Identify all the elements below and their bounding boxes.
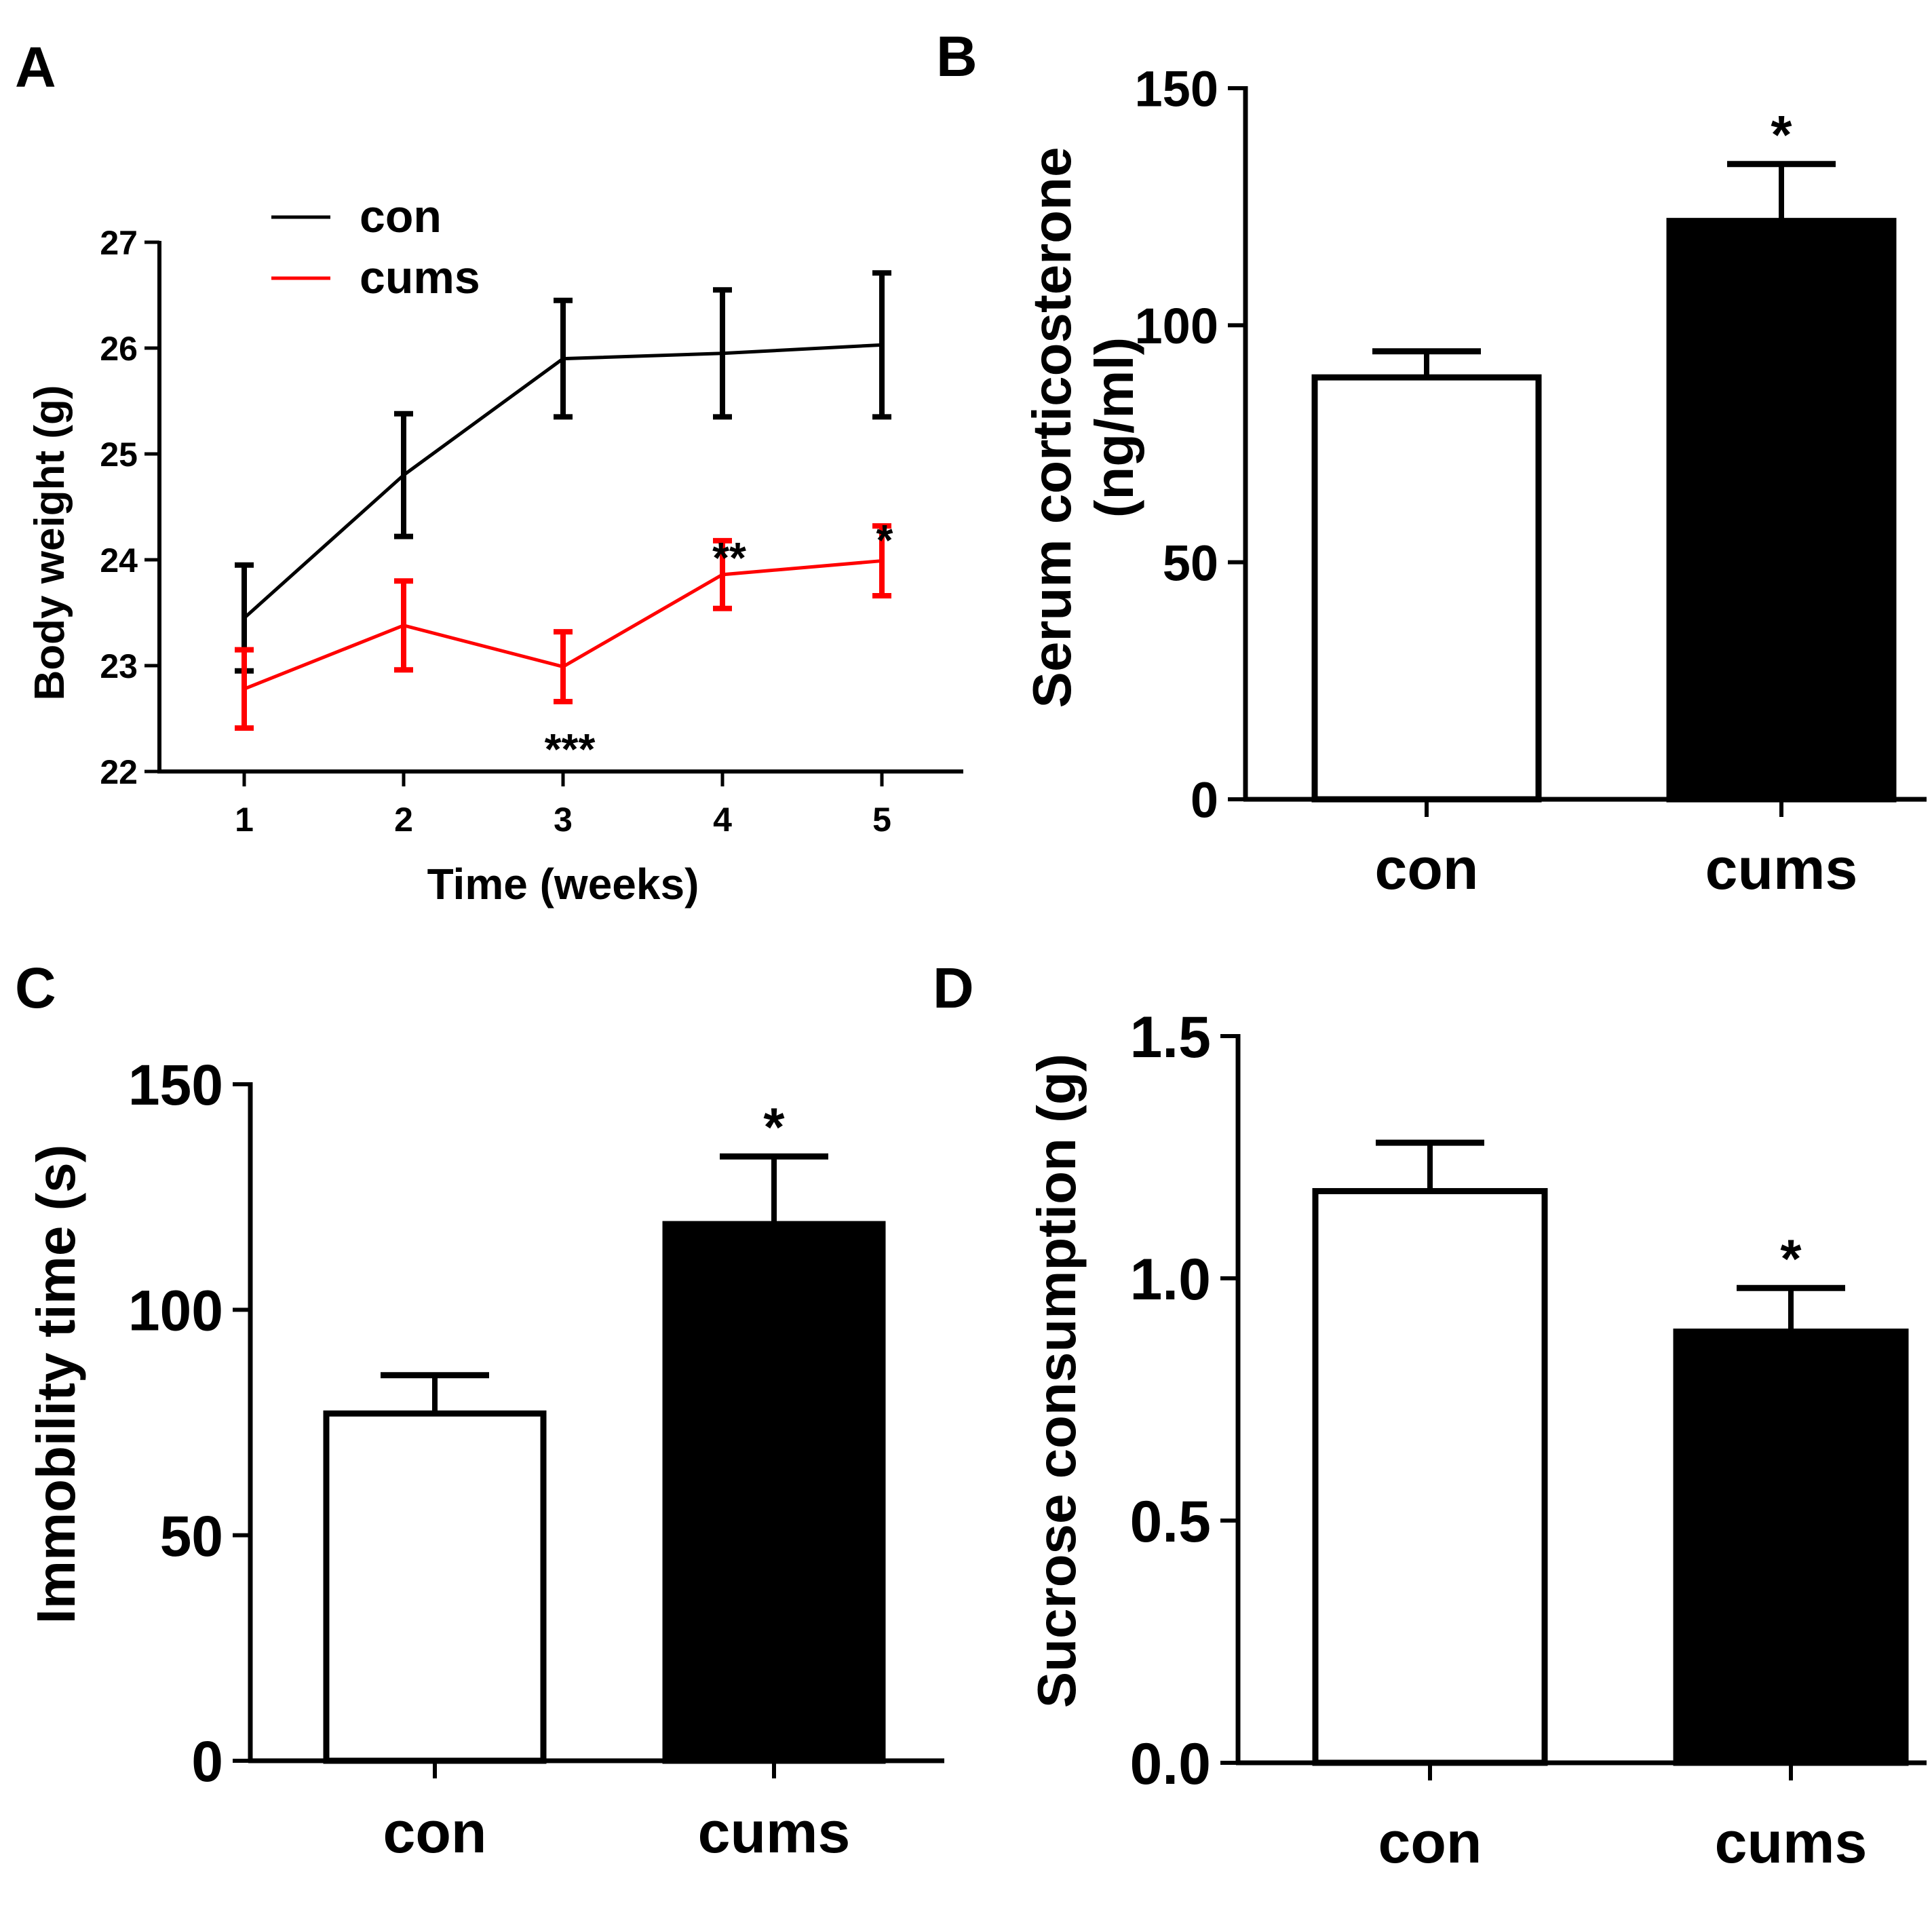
panel-b-y-tick-label: 50 [1163, 535, 1218, 591]
panel-c-category-label: con [383, 1800, 487, 1865]
panel-c-category-label: cums [698, 1800, 851, 1865]
legend-con-label: con [360, 191, 442, 242]
panel-a-legend: con cums [271, 191, 480, 303]
panel-d-bar-con [1312, 1187, 1548, 1766]
legend-cums-label: cums [360, 252, 480, 303]
panel-a-x-tick-label: 1 [235, 801, 254, 839]
panel-d-ylabel: Sucrose consumption (g) [1026, 1054, 1087, 1709]
panel-d-category-label: cums [1715, 1810, 1868, 1875]
panel-b-category-label: cums [1705, 837, 1858, 902]
panel-b-category-label: con [1375, 837, 1479, 902]
panel-a-significance-marker: ** [712, 533, 746, 582]
panel-d-letter: D [933, 956, 974, 1020]
panel-a-y-tick-label: 23 [100, 647, 138, 685]
panel-d-category-label: con [1378, 1810, 1482, 1875]
panel-d-bar-cums [1673, 1329, 1909, 1766]
panel-d-y-tick-label: 0.5 [1129, 1489, 1211, 1554]
panel-c-y-tick-label: 100 [128, 1279, 223, 1343]
panel-c-y-tick-label: 50 [160, 1504, 223, 1568]
panel-c-significance-marker: * [763, 1096, 785, 1157]
panel-c-ylabel: Immobility time (s) [26, 1145, 86, 1624]
panel-b-y-tick-label: 150 [1135, 61, 1218, 117]
panel-a-x-tick-label: 2 [394, 801, 413, 839]
panel-a-x-tick-label: 3 [554, 801, 573, 839]
panel-b-bar-con [1311, 374, 1542, 803]
panel-a-x-tick-label: 5 [872, 801, 891, 839]
panel-b-y-tick-label: 100 [1135, 298, 1218, 354]
panel-a-x-tick-label: 4 [713, 801, 732, 839]
panel-b-bar-cums [1666, 218, 1897, 803]
panel-a-significance-marker: * [876, 516, 893, 565]
panel-c-bar-con [323, 1410, 547, 1764]
panel-a-significance-marker: *** [545, 725, 596, 774]
panel-c-y-tick-label: 0 [191, 1730, 223, 1793]
panel-a-y-tick-label: 25 [100, 436, 138, 474]
panel-a-y-tick-label: 22 [100, 753, 138, 791]
panel-c-bar-cums [662, 1221, 886, 1764]
panel-b-significance-marker: * [1771, 104, 1792, 165]
panel-b-ylabel-line2: (ng/ml) [1084, 337, 1144, 518]
panel-a-y-tick-label: 24 [100, 541, 138, 579]
panel-d-significance-marker: * [1780, 1228, 1802, 1289]
panel-a-letter: A [15, 35, 56, 99]
panel-c-y-tick-label: 150 [128, 1053, 223, 1117]
panel-d-y-tick-label: 1.0 [1129, 1247, 1211, 1312]
panel-d-y-tick-label: 0.0 [1129, 1732, 1211, 1797]
panel-d-y-tick-label: 1.5 [1129, 1005, 1211, 1070]
panel-b-y-tick-label: 0 [1191, 772, 1218, 828]
panel-a-xlabel: Time (weeks) [427, 860, 699, 909]
panel-a-ylabel: Body weight (g) [26, 385, 73, 701]
panel-a-y-tick-label: 26 [100, 330, 138, 368]
panel-b-letter: B [936, 24, 978, 88]
panel-b-ylabel-line1: Serum corticosterone [1022, 147, 1082, 708]
panel-c-letter: C [15, 956, 56, 1020]
panel-a-y-tick-label: 27 [100, 224, 138, 262]
